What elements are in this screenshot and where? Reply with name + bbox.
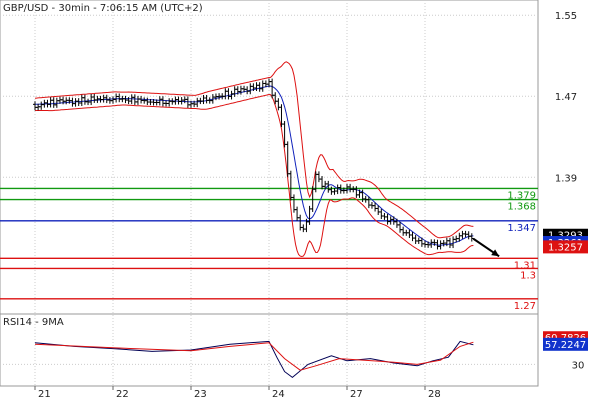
y-tick-label-1.55: 1.55 <box>555 11 577 22</box>
rsi-badge-1-label: 57.2247 <box>545 340 586 351</box>
band-upper-line <box>34 61 474 239</box>
x-tick-label-28: 28 <box>428 389 441 400</box>
chart-title: GBP/USD - 30min - 7:06:15 AM (UTC+2) <box>3 3 203 14</box>
level-label-1.27: 1.27 <box>514 301 536 312</box>
x-tick-label-24: 24 <box>272 389 285 400</box>
price-badges: 1.32931.32611.325760.782657.2247 <box>543 228 588 351</box>
rsi-panel <box>0 313 539 387</box>
x-axis-labels: 21 22 23 24 27 28 <box>34 386 441 400</box>
x-tick-label-27: 27 <box>350 389 363 400</box>
rsi-badge-1: 57.2247 <box>543 337 588 351</box>
x-tick-label-23: 23 <box>194 389 207 400</box>
y-tick-label-1.47: 1.47 <box>555 92 577 103</box>
price-badge-2-label: 1.3257 <box>548 242 583 253</box>
level-label-1.3: 1.3 <box>520 270 536 281</box>
rsi-series-9ma <box>34 341 474 371</box>
level-label-1.347: 1.347 <box>507 223 536 234</box>
y-axis-labels: 1.55 1.47 1.39 30 <box>555 11 585 371</box>
price-badge-2-box <box>543 240 588 254</box>
level-label-1.31: 1.31 <box>514 260 536 271</box>
band-lower-line <box>34 93 474 258</box>
x-tick-label-22: 22 <box>116 389 129 400</box>
level-label-1.368: 1.368 <box>507 202 536 213</box>
level-label-1.379: 1.379 <box>507 190 536 201</box>
y-tick-label-1.39: 1.39 <box>555 173 577 184</box>
price-bars <box>33 78 500 258</box>
rsi-badge-1-box <box>543 337 588 351</box>
rsi-title: RSI14 - 9MA <box>3 317 64 328</box>
forecast-arrow-head <box>491 249 500 257</box>
price-badge-2: 1.3257 <box>543 240 588 254</box>
rsi-lines <box>34 340 474 379</box>
x-tick-label-21: 21 <box>38 389 51 400</box>
rsi-y-tick-label-30: 30 <box>572 360 585 371</box>
price-bar <box>469 233 474 242</box>
